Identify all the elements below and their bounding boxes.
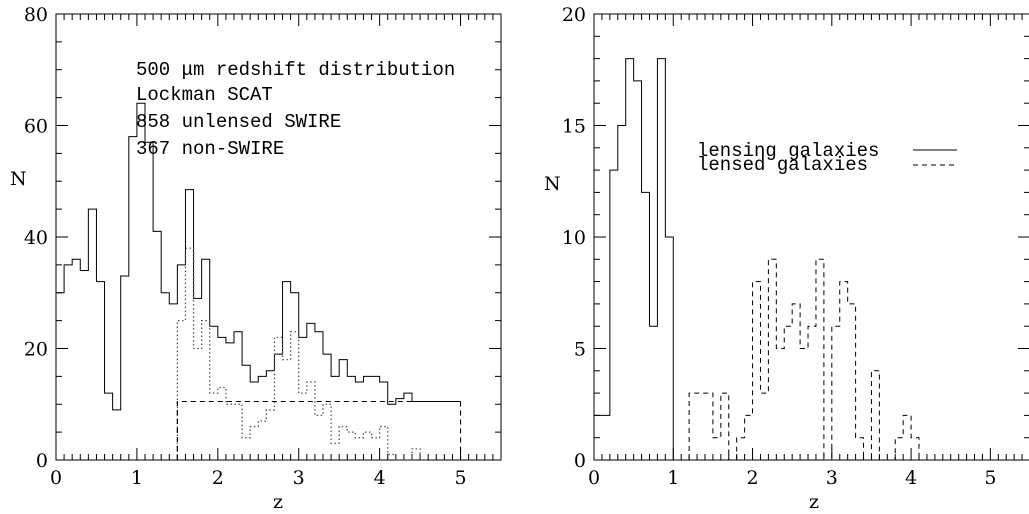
y-tick-label: 80 (24, 4, 48, 26)
y-tick-label: 5 (574, 339, 586, 361)
left-panel: 0 1 2 3 4 5 0 20 40 60 80 z N 500 μm redshift dist… (10, 4, 502, 513)
x-tick-label: 2 (212, 467, 224, 489)
x-tick-label: 5 (454, 467, 466, 489)
left-y-axis-label: N (10, 168, 27, 190)
left-series (56, 102, 462, 461)
legend-label-lensed: lensed galaxies (697, 154, 868, 176)
x-tick-label: 3 (826, 467, 838, 489)
series-dashed-box-edges (176, 401, 462, 460)
x-tick-label: 1 (131, 467, 143, 489)
y-tick-label: 20 (24, 339, 48, 361)
x-tick-label: 4 (905, 467, 917, 489)
right-series (593, 58, 920, 461)
y-tick-label: 60 (24, 116, 48, 138)
left-annotation-line-2: Lockman SCAT (136, 84, 273, 106)
x-tick-label: 3 (293, 467, 305, 489)
y-tick-label: 0 (574, 450, 586, 472)
left-x-axis-label: z (273, 491, 283, 513)
y-tick-label: 40 (24, 227, 48, 249)
legend-label-lensing: lensing galaxies (697, 140, 879, 162)
right-tick-labels: 0 1 2 3 4 5 0 5 10 15 20 (562, 4, 997, 489)
x-tick-label: 0 (588, 467, 600, 489)
x-tick-label: 1 (667, 467, 679, 489)
right-x-axis-label: z (809, 491, 819, 513)
series-dashed-line (176, 400, 462, 460)
x-tick-label: 4 (374, 467, 386, 489)
x-tick-label: 2 (746, 467, 758, 489)
left-annotation-line-3: 858 unlensed SWIRE (136, 111, 341, 133)
right-y-axis-label: N (544, 173, 561, 195)
series-solid-line (593, 58, 674, 460)
left-tick-labels: 0 1 2 3 4 5 0 20 40 60 80 (24, 4, 467, 489)
left-annotation-line-1: 500 μm redshift distribution (136, 59, 455, 81)
x-tick-label: 5 (984, 467, 996, 489)
series-solid-line (56, 102, 461, 411)
y-tick-label: 10 (562, 227, 586, 249)
right-panel: 0 1 2 3 4 5 0 5 10 15 20 z N lensing galaxies lens… (544, 4, 1029, 513)
left-annotation-line-4: 367 non-SWIRE (136, 138, 284, 160)
series-dashed-line (688, 258, 920, 461)
series-dotted-line (176, 247, 429, 461)
y-tick-label: 15 (562, 116, 586, 138)
right-plot-frame (593, 13, 1029, 461)
left-axis-ticks (55, 13, 502, 461)
y-tick-label: 0 (36, 450, 48, 472)
y-tick-label: 20 (562, 4, 586, 26)
right-legend: lensing galaxies lensed galaxies (697, 140, 957, 176)
x-tick-label: 0 (50, 467, 62, 489)
right-axis-ticks (593, 13, 1029, 461)
